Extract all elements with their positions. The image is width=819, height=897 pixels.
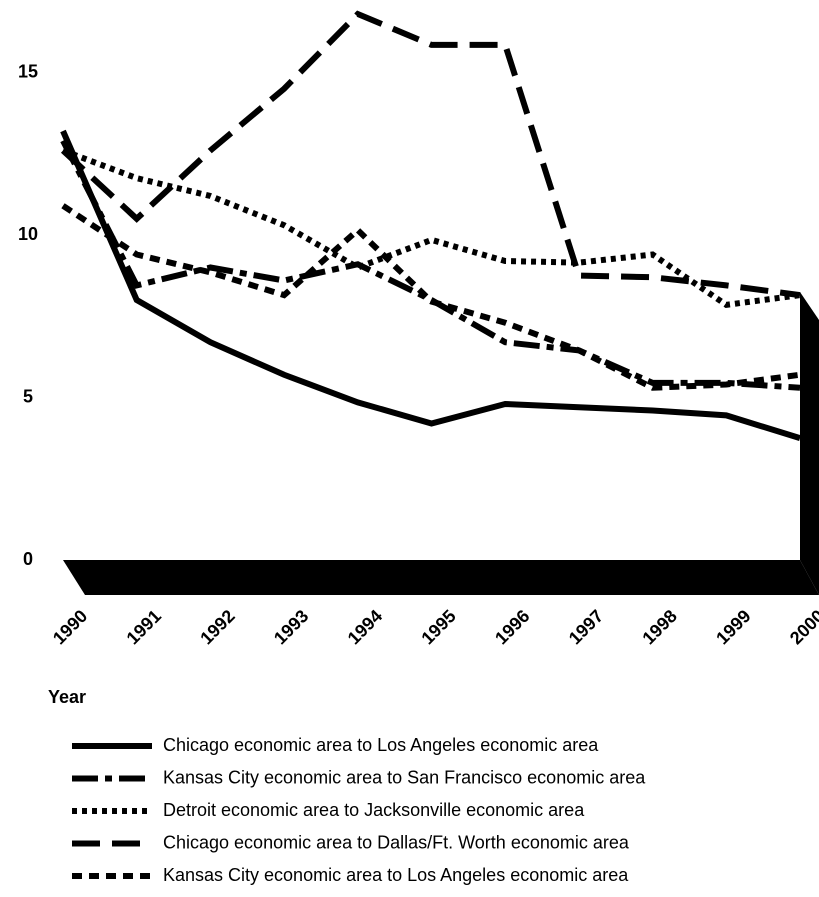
x-tick-label: 1996 (491, 606, 533, 648)
x-tick-label: 1998 (638, 606, 680, 648)
series-line (60, 10, 801, 299)
x-tick-label: 1993 (270, 606, 312, 648)
series-line (61, 203, 801, 391)
x-tick-label: 1991 (123, 606, 165, 648)
legend-label: Chicago economic area to Dallas/Ft. Wort… (163, 832, 630, 852)
y-tick-label: 5 (23, 386, 33, 406)
x-tick-label: 1992 (196, 606, 238, 648)
x-tick-label: 2000 (786, 606, 819, 648)
y-tick-label: 15 (18, 61, 38, 81)
x-tick-label: 1990 (49, 606, 91, 648)
legend-label: Kansas City economic area to San Francis… (163, 767, 646, 787)
y-tick-label: 10 (18, 224, 38, 244)
y-tick-label: 0 (23, 549, 33, 569)
legend-label: Chicago economic area to Los Angeles eco… (163, 735, 599, 755)
x-tick-label: 1999 (712, 606, 754, 648)
series-line (61, 147, 801, 308)
legend-label: Detroit economic area to Jacksonville ec… (163, 800, 585, 820)
x-tick-label: 1997 (565, 606, 607, 648)
x-tick-label: 1994 (344, 606, 386, 648)
series-line (60, 129, 801, 441)
series-line (60, 139, 801, 391)
x-tick-label: 1995 (417, 606, 459, 648)
x-axis-label: Year (48, 687, 86, 707)
side-wall (800, 292, 819, 595)
legend-label: Kansas City economic area to Los Angeles… (163, 865, 629, 885)
floor (63, 560, 819, 595)
